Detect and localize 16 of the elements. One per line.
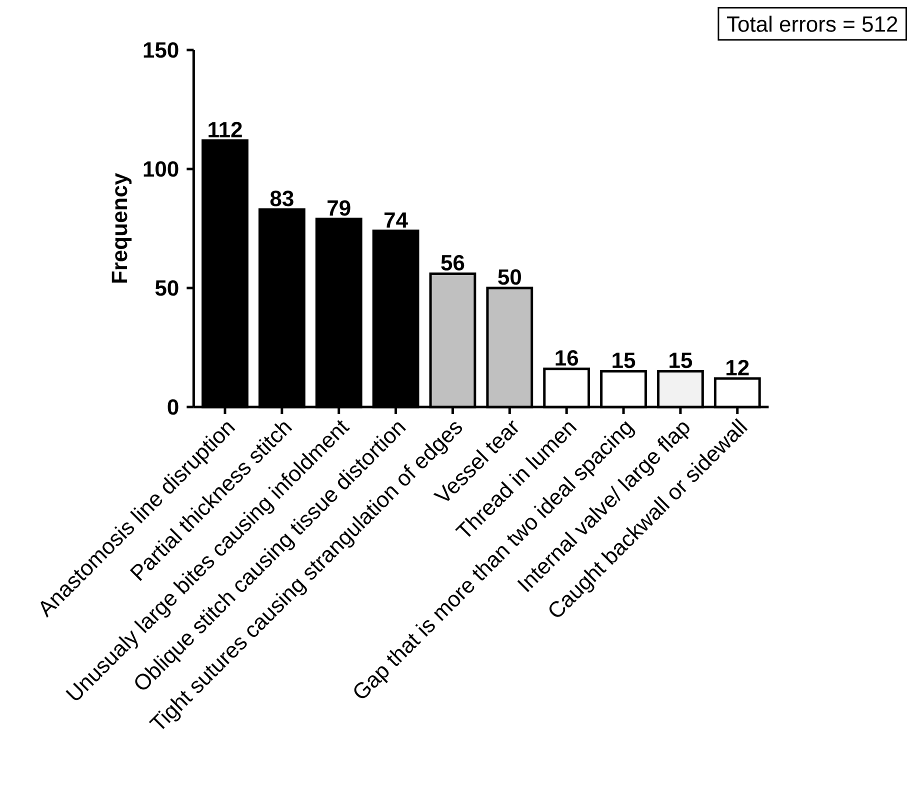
data-label: 16 [556, 350, 578, 366]
text: Total errors = 512 [726, 16, 898, 32]
data-label: 50 [498, 269, 521, 285]
data-label: 12 [726, 360, 749, 376]
data-label: 74 [384, 212, 408, 228]
data-label: 15 [612, 352, 636, 368]
data-label: 15 [670, 352, 692, 368]
y-tick-label: 100 [144, 161, 178, 177]
y-tick-label: 150 [144, 42, 178, 58]
data-label: 56 [441, 254, 464, 271]
y-tick-label: 0 [168, 399, 178, 415]
y-tick-label: 50 [155, 280, 178, 296]
y-axis-title: Frequency [112, 172, 132, 283]
data-label: 83 [270, 190, 294, 206]
data-label: 79 [328, 200, 350, 216]
data-label: 112 [208, 122, 242, 138]
